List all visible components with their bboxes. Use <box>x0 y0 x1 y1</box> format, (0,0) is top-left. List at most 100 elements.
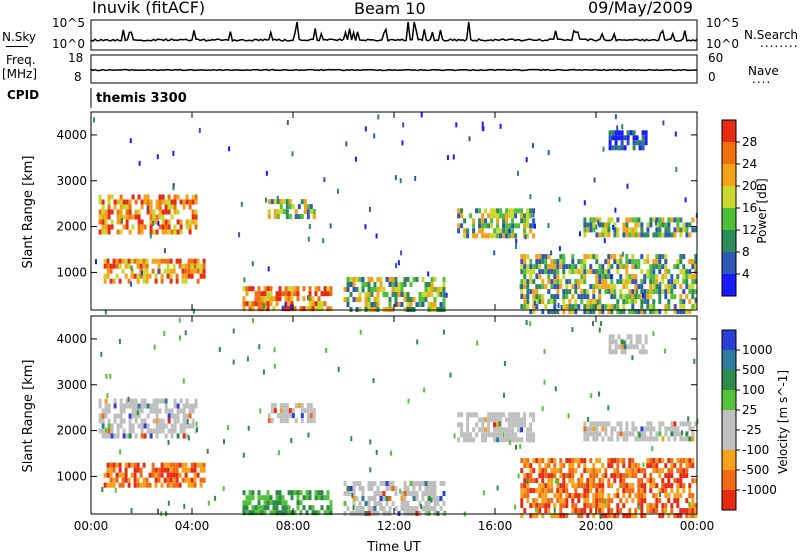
data-cell <box>355 481 359 486</box>
data-cell <box>191 219 195 225</box>
scatter-cell <box>443 292 446 297</box>
data-cell <box>194 398 198 404</box>
data-cell <box>679 463 683 469</box>
data-cell <box>520 269 524 275</box>
scatter-cell <box>307 432 310 438</box>
scatter-cell <box>364 224 367 230</box>
data-cell <box>118 472 122 478</box>
data-cell <box>598 458 602 464</box>
data-cell <box>613 284 617 290</box>
data-cell <box>137 214 141 220</box>
data-cell <box>620 140 624 146</box>
data-cell <box>101 428 105 434</box>
data-cell <box>131 413 135 419</box>
scatter-cell <box>167 500 170 506</box>
data-cell <box>643 279 647 285</box>
colorbar-tick-label: -25 <box>742 423 762 437</box>
data-cell <box>303 408 307 414</box>
data-cell <box>529 468 533 474</box>
data-cell <box>191 199 195 205</box>
data-cell <box>190 258 194 264</box>
data-cell <box>466 437 470 443</box>
data-cell <box>164 423 168 429</box>
data-cell <box>583 468 587 474</box>
data-cell <box>632 145 636 151</box>
data-cell <box>658 269 662 275</box>
data-cell <box>388 277 392 282</box>
data-cell <box>373 282 377 287</box>
data-cell <box>109 472 113 478</box>
data-cell <box>160 472 164 478</box>
data-cell <box>628 508 632 514</box>
data-cell <box>496 427 500 433</box>
data-cell <box>604 232 608 238</box>
data-cell <box>562 488 566 494</box>
data-cell <box>139 472 143 478</box>
data-cell <box>403 282 407 287</box>
data-cell <box>514 233 518 239</box>
data-cell <box>155 204 159 210</box>
scatter-cell <box>614 207 617 213</box>
data-cell <box>349 486 353 491</box>
noise-left-tick-bottom: 10^0 <box>52 37 85 51</box>
data-cell <box>620 339 624 345</box>
data-cell <box>538 274 542 280</box>
data-cell <box>532 468 536 474</box>
data-cell <box>125 214 129 220</box>
scatter-cell <box>247 425 250 431</box>
data-cell <box>688 488 692 494</box>
data-cell <box>688 458 692 464</box>
data-cell <box>281 291 285 297</box>
data-cell <box>290 495 294 501</box>
data-cell <box>604 426 608 432</box>
data-cell <box>294 214 298 220</box>
data-cell <box>652 478 656 484</box>
data-cell <box>103 263 107 269</box>
data-cell <box>202 273 206 279</box>
data-cell <box>418 481 422 486</box>
data-cell <box>282 413 286 419</box>
data-cell <box>595 254 599 260</box>
data-cell <box>586 493 590 499</box>
data-cell <box>184 273 188 279</box>
data-cell <box>266 301 270 307</box>
scatter-cell <box>533 300 536 306</box>
data-cell <box>616 493 620 499</box>
data-cell <box>312 214 316 220</box>
data-cell <box>667 436 671 442</box>
data-cell <box>136 263 140 269</box>
data-cell <box>526 493 530 499</box>
data-cell <box>502 437 506 443</box>
data-cell <box>263 306 267 312</box>
data-cell <box>535 299 539 305</box>
data-cell <box>193 462 197 468</box>
data-cell <box>376 486 380 491</box>
data-cell <box>496 417 500 423</box>
scatter-cell <box>195 421 198 427</box>
scatter-cell <box>354 156 357 162</box>
data-cell <box>592 498 596 504</box>
scatter-cell <box>228 146 231 152</box>
data-cell <box>658 294 662 300</box>
scatter-cell <box>532 212 535 218</box>
data-cell <box>181 268 185 274</box>
scatter-cell <box>329 223 332 229</box>
data-cell <box>167 413 171 419</box>
data-cell <box>484 437 488 443</box>
data-cell <box>541 294 545 300</box>
data-cell <box>260 495 264 501</box>
data-cell <box>275 505 279 511</box>
data-cell <box>589 217 593 223</box>
data-cell <box>329 286 333 292</box>
data-cell <box>691 458 695 464</box>
data-cell <box>595 304 599 310</box>
data-cell <box>631 309 635 315</box>
data-cell <box>161 194 165 200</box>
data-cell <box>155 413 159 419</box>
data-cell <box>290 296 294 302</box>
scatter-cell <box>399 488 402 494</box>
data-cell <box>346 506 350 511</box>
data-cell <box>577 458 581 464</box>
colorbar-tick-label: 1000 <box>742 343 773 357</box>
data-cell <box>403 292 407 297</box>
